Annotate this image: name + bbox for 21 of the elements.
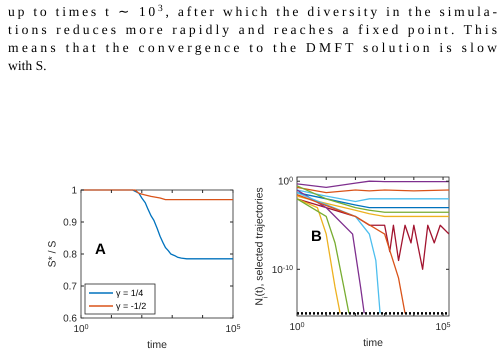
annotation: A	[95, 241, 106, 258]
x-tick-label: 10$^{5}$	[436, 322, 451, 333]
text: tions reduces more rapidly and reaches a fixed point. This	[8, 22, 497, 37]
x-axis-title: time	[147, 339, 168, 351]
x-axis-title: time	[363, 337, 384, 349]
text: up to times t ∼ 10$^{3}$, after which the diversity in the simula-	[8, 4, 498, 19]
y-tick-label: 1	[71, 186, 78, 196]
x-tick-label: 10$^{5}$	[225, 324, 241, 335]
y-axis-title: S* / S	[46, 240, 58, 268]
text: means that the convergence to the DMFT solution is slow	[8, 40, 498, 55]
y-tick-label: 0.7	[63, 282, 78, 292]
y-tick-label: 0.6	[63, 314, 78, 324]
text: with S.	[8, 58, 47, 73]
y-tick-label: 10$^{-10}$	[272, 264, 294, 276]
y-tick-label: 0.8	[63, 250, 78, 260]
legend-label: γ = 1/4	[116, 288, 144, 298]
legend-label: γ = -1/2	[116, 301, 146, 311]
x-tick-label: 10$^{0}$	[289, 322, 305, 333]
annotation: B	[311, 228, 322, 245]
x-tick-label: 10$^{0}$	[73, 324, 89, 335]
y-tick-label: 0.9	[63, 218, 78, 228]
